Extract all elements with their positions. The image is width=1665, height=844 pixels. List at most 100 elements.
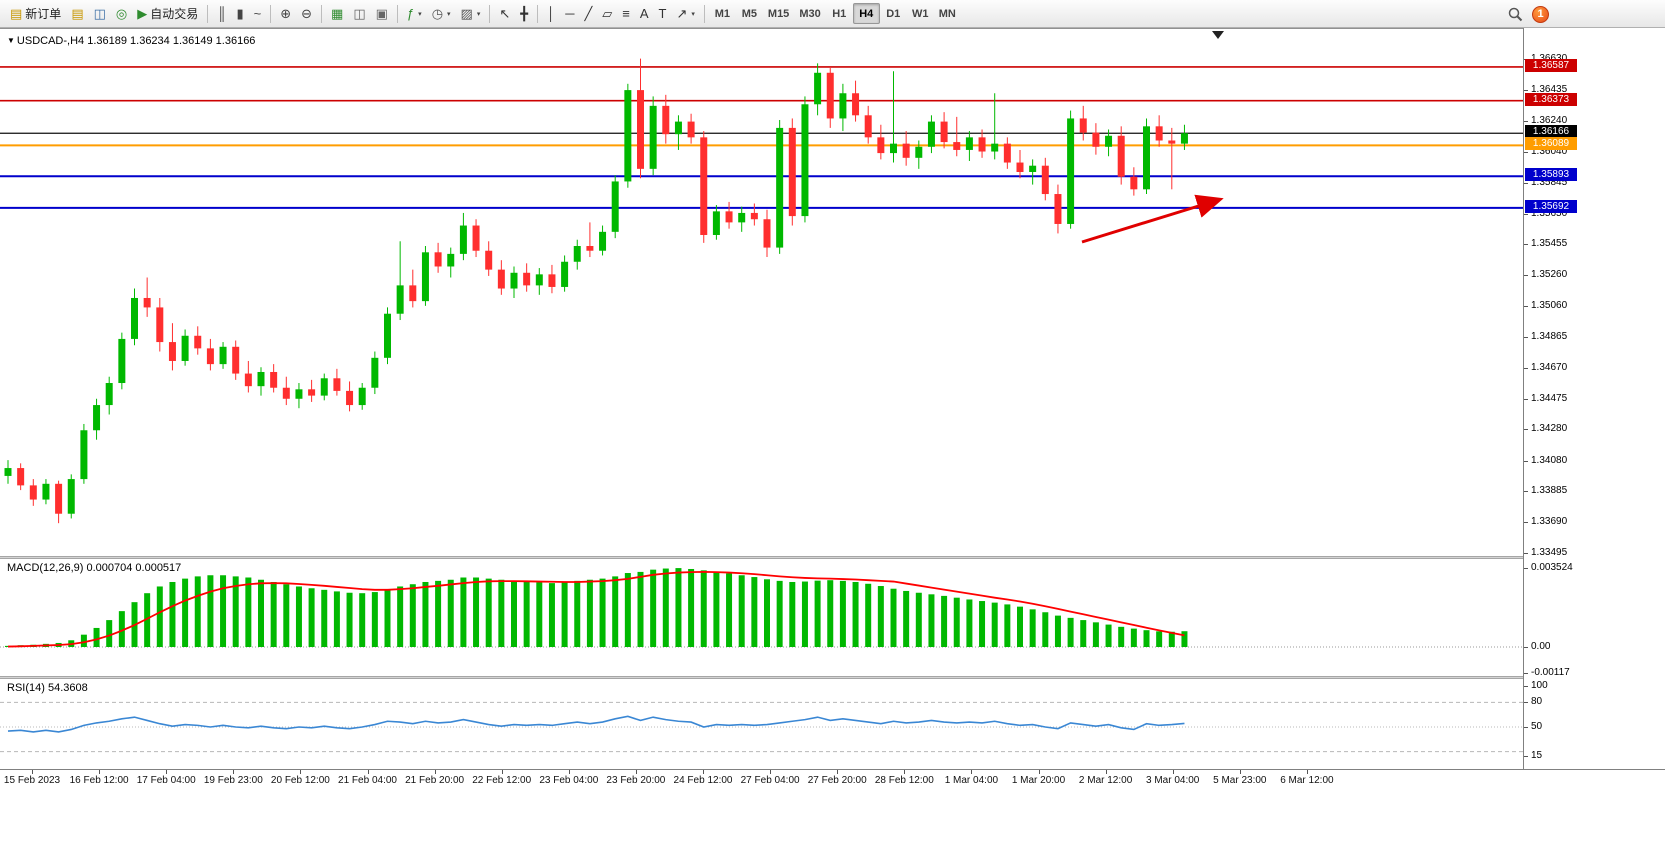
horizontal-line-button[interactable]: ─	[560, 2, 579, 26]
axis-tick-mark	[1524, 686, 1528, 687]
axis-tick-mark	[1524, 152, 1528, 154]
timeframe-m5[interactable]: M5	[736, 3, 763, 24]
chart-list-button[interactable]: ▤	[66, 2, 88, 26]
axis-tick-mark	[1524, 552, 1528, 554]
symbol-ohlc-text: USDCAD-,H4 1.36189 1.36234 1.36149 1.361…	[16, 35, 256, 47]
timeframe-mn[interactable]: MN	[934, 3, 961, 24]
axis-tick-mark	[1524, 522, 1528, 524]
toolbar-separator	[270, 4, 272, 23]
time-axis-label: 23 Feb 20:00	[606, 775, 666, 786]
rsi-axis-tick: 50	[1531, 721, 1543, 732]
trendline-button[interactable]: ╱	[579, 2, 597, 26]
timeframe-h4[interactable]: H4	[852, 3, 880, 24]
profiles-icon: ◫	[93, 6, 106, 21]
trend-arrow-annotation[interactable]	[1081, 194, 1224, 244]
macd-histogram	[5, 568, 1188, 647]
rsi-axis-tick: 100	[1531, 680, 1548, 691]
candles	[4, 58, 1188, 524]
time-tick-mark	[904, 770, 906, 774]
vertical-line-icon: │	[547, 6, 556, 21]
toolbar-separator	[321, 4, 323, 23]
templates-button[interactable]: ▨ ▾	[456, 2, 486, 26]
candlestick-chart-canvas[interactable]	[0, 29, 1523, 556]
time-axis-label: 21 Feb 04:00	[338, 775, 397, 786]
search-icon[interactable]	[1508, 7, 1523, 22]
price-axis-tick: 1.34670	[1531, 361, 1568, 373]
zoom-in-button[interactable]: ⊕	[275, 2, 296, 26]
text-label-icon: T	[658, 6, 667, 21]
time-axis-label: 21 Feb 20:00	[405, 775, 465, 786]
time-tick-mark	[703, 770, 704, 774]
timeframe-group: M1 M5 M15 M30 H1 H4 D1 W1 MN	[709, 3, 961, 24]
time-tick-mark	[367, 770, 369, 774]
panel-splitter[interactable]	[0, 676, 1665, 679]
macd-axis-tick: 0.003524	[1531, 561, 1573, 573]
axis-tick-mark	[1524, 182, 1528, 184]
toolbar-separator	[207, 4, 209, 23]
horizontal-line-icon: ─	[565, 6, 575, 21]
price-axis[interactable]: 1.36630 1.36435 1.36240 1.36040 1.35845 1.356…	[1524, 28, 1665, 769]
time-tick-mark	[501, 770, 503, 774]
bar-chart-button[interactable]: ║	[212, 2, 231, 26]
text-icon: A	[639, 6, 649, 21]
new-order-icon: ▤	[10, 6, 23, 21]
toolbar-separator	[703, 4, 705, 23]
time-axis-label: 1 Mar 20:00	[1011, 775, 1066, 786]
fibonacci-icon: ≡	[622, 6, 630, 21]
candlestick-chart-button[interactable]: ▮	[231, 2, 248, 26]
main-toolbar: ▤ 新订单 ▤ ◫ ◎ ▶ 自动交易 ║ ▮ ~ ⊕ ⊖ ▦ ◫ ▣ ƒ ▾ ◷ ▾ ▨ ▾ ↖ ╋ │ ─ ╱ ▱ ≡ A T…	[0, 0, 1665, 28]
price-axis-tick: 1.34475	[1531, 392, 1568, 404]
periods-button[interactable]: ◷ ▾	[427, 2, 456, 26]
equidistant-channel-button[interactable]: ▱	[597, 2, 617, 26]
tile-windows-button[interactable]: ▦	[326, 2, 348, 26]
time-axis-label: 22 Feb 12:00	[472, 775, 532, 786]
crosshair-icon: ╋	[520, 6, 529, 21]
arrows-button[interactable]: ↗ ▾	[671, 2, 699, 26]
rsi-chart-canvas[interactable]	[0, 679, 1523, 769]
rsi-axis-tick: 80	[1531, 696, 1543, 708]
arrange-windows-button[interactable]: ▣	[371, 2, 393, 26]
timeframe-m30[interactable]: M30	[794, 3, 825, 24]
auto-trading-button[interactable]: ▶ 自动交易	[132, 2, 203, 26]
symbol-dropdown-icon[interactable]: ▼	[7, 36, 15, 45]
new-order-button[interactable]: ▤ 新订单	[5, 2, 66, 26]
cursor-icon: ↖	[499, 6, 511, 21]
timeframe-w1[interactable]: W1	[907, 3, 934, 24]
caret-icon: ▾	[447, 10, 451, 18]
panel-splitter[interactable]	[0, 556, 1665, 559]
timeframe-m15[interactable]: M15	[763, 3, 794, 24]
timeframe-d1[interactable]: D1	[880, 3, 907, 24]
support-badge-1: 1.35893	[1525, 168, 1577, 182]
indicators-button[interactable]: ƒ ▾	[402, 2, 427, 26]
timeframe-h1[interactable]: H1	[826, 3, 853, 24]
price-axis-tick: 1.35260	[1531, 268, 1568, 280]
timeframe-m1[interactable]: M1	[709, 3, 736, 24]
chart-shift-marker[interactable]	[1212, 31, 1224, 39]
vertical-line-button[interactable]: │	[542, 2, 560, 26]
chart-list-icon: ▤	[71, 6, 84, 21]
zoom-in-icon: ⊕	[280, 6, 292, 21]
market-overview-button[interactable]: ◎	[111, 2, 132, 26]
time-tick-mark	[770, 770, 772, 774]
cursor-button[interactable]: ↖	[494, 2, 515, 26]
arrows-icon: ↗	[676, 6, 688, 21]
cascade-windows-button[interactable]: ◫	[348, 2, 370, 26]
price-axis-tick: 1.36240	[1531, 114, 1568, 126]
fibonacci-button[interactable]: ≡	[617, 2, 635, 26]
time-tick-mark	[300, 770, 302, 774]
notification-badge[interactable]: 1	[1532, 5, 1549, 23]
macd-chart-canvas[interactable]	[0, 559, 1523, 676]
profiles-button[interactable]: ◫	[89, 2, 111, 26]
axis-tick-mark	[1524, 244, 1528, 246]
chart-window: ▼ USDCAD-,H4 1.36189 1.36234 1.36149 1.36…	[0, 28, 1665, 790]
zoom-out-button[interactable]: ⊖	[296, 2, 317, 26]
text-button[interactable]: A	[635, 2, 654, 26]
price-axis-tick: 1.35650	[1531, 207, 1568, 219]
time-axis-label: 27 Feb 20:00	[807, 775, 867, 786]
price-axis-tick: 1.36040	[1531, 146, 1568, 158]
time-axis[interactable]: 15 Feb 2023 16 Feb 12:00 17 Feb 04:00 19 Fe…	[0, 769, 1665, 790]
time-tick-mark	[837, 770, 839, 774]
text-label-button[interactable]: T	[654, 2, 672, 26]
crosshair-button[interactable]: ╋	[515, 2, 533, 26]
line-chart-button[interactable]: ~	[249, 2, 267, 26]
